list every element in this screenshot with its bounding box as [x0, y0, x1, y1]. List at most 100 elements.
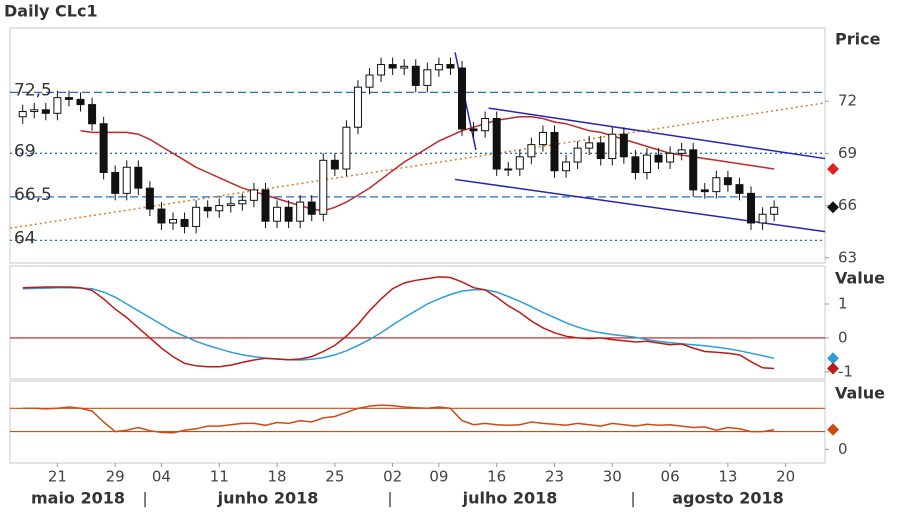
candle-body — [747, 192, 756, 224]
candle-body — [18, 111, 27, 118]
y-tick-label: 72 — [838, 92, 857, 110]
candle-body — [504, 168, 513, 171]
panel-border — [9, 265, 826, 380]
last-value-marker — [827, 352, 839, 365]
candle-body — [284, 206, 293, 222]
candle-body — [134, 166, 143, 189]
last-value-marker — [827, 201, 839, 214]
x-tick-label: 30 — [603, 468, 622, 486]
candle-body — [666, 152, 675, 163]
candle-body — [30, 109, 39, 113]
candle-body — [388, 64, 397, 69]
candle-body — [608, 133, 617, 160]
candle-body — [423, 69, 432, 86]
last-value-marker — [827, 163, 839, 175]
candle-body — [319, 159, 328, 215]
candle-body — [596, 142, 605, 160]
candle-body — [573, 147, 582, 163]
candle-body — [88, 104, 97, 125]
candle-body — [53, 97, 62, 114]
x-tick-label: 11 — [210, 468, 229, 486]
y-tick-label: 1 — [838, 295, 848, 313]
candle-body — [469, 128, 478, 132]
candle-body — [261, 189, 270, 222]
candle-body — [550, 131, 559, 172]
panel-border — [9, 380, 826, 464]
candle-body — [434, 64, 443, 71]
candle-body — [180, 218, 189, 227]
candle-body — [226, 203, 235, 207]
candle-body — [712, 177, 721, 193]
candle-body — [758, 213, 767, 224]
month-label: agosto 2018 — [672, 489, 784, 508]
month-label: maio 2018 — [31, 489, 125, 508]
level-label: 66,5 — [14, 185, 52, 205]
x-tick-label: 25 — [325, 468, 344, 486]
candle-body — [157, 208, 166, 224]
month-separator: | — [387, 490, 392, 508]
candle-body — [492, 118, 501, 170]
candle-body — [296, 201, 305, 222]
candle-body — [64, 97, 73, 100]
x-tick-label: 06 — [661, 468, 680, 486]
candle-body — [365, 74, 374, 88]
candle-body — [700, 189, 709, 193]
candle-body — [145, 187, 154, 210]
y-tick-label: 0 — [838, 328, 848, 346]
y-axis-label: Value — [835, 269, 885, 288]
x-tick-label: 04 — [152, 468, 171, 486]
month-label: julho 2018 — [462, 489, 558, 508]
candle-body — [642, 154, 651, 173]
candle-body — [377, 64, 386, 76]
x-tick-label: 02 — [383, 468, 402, 486]
y-tick-label: 69 — [838, 144, 857, 162]
candle-body — [458, 67, 467, 130]
x-tick-label: 13 — [718, 468, 737, 486]
candle-body — [41, 109, 50, 114]
x-tick-label: 20 — [776, 468, 795, 486]
candle-body — [585, 142, 594, 149]
level-label: 69 — [14, 141, 36, 161]
candle-body — [400, 65, 409, 69]
candle-body — [249, 189, 258, 201]
panel-border — [9, 27, 826, 264]
candle-body — [215, 205, 224, 212]
candle-body — [76, 98, 85, 106]
indicator-line — [22, 404, 775, 434]
y-axis-label: Value — [835, 384, 885, 403]
x-tick-label: 21 — [48, 468, 67, 486]
candle-body — [99, 123, 108, 173]
level-label: 72,5 — [14, 80, 52, 100]
x-tick-label: 16 — [487, 468, 506, 486]
last-value-marker — [827, 423, 839, 436]
candle-body — [515, 156, 524, 170]
candle-body — [723, 177, 732, 186]
month-separator: | — [630, 490, 635, 508]
candle-body — [677, 149, 686, 154]
candle-body — [111, 171, 120, 194]
x-tick-label: 23 — [545, 468, 564, 486]
last-value-marker — [827, 362, 839, 375]
candle-body — [273, 206, 282, 222]
candle-body — [342, 126, 351, 170]
level-label: 64 — [14, 228, 36, 248]
y-tick-label: 0 — [838, 440, 848, 458]
candle-body — [481, 118, 490, 132]
candle-body — [169, 218, 177, 224]
candle-body — [203, 206, 212, 212]
candle-body — [238, 199, 247, 205]
x-tick-label: 18 — [267, 468, 286, 486]
candle-body — [330, 159, 339, 170]
x-tick-label: 09 — [429, 468, 448, 486]
candle-body — [631, 156, 640, 173]
month-separator: | — [142, 490, 147, 508]
candle-body — [538, 131, 547, 146]
indicator-line — [22, 276, 775, 370]
candle-body — [122, 166, 131, 194]
candle-body — [562, 161, 571, 172]
trend-line — [488, 107, 826, 160]
candle-body — [446, 64, 455, 69]
